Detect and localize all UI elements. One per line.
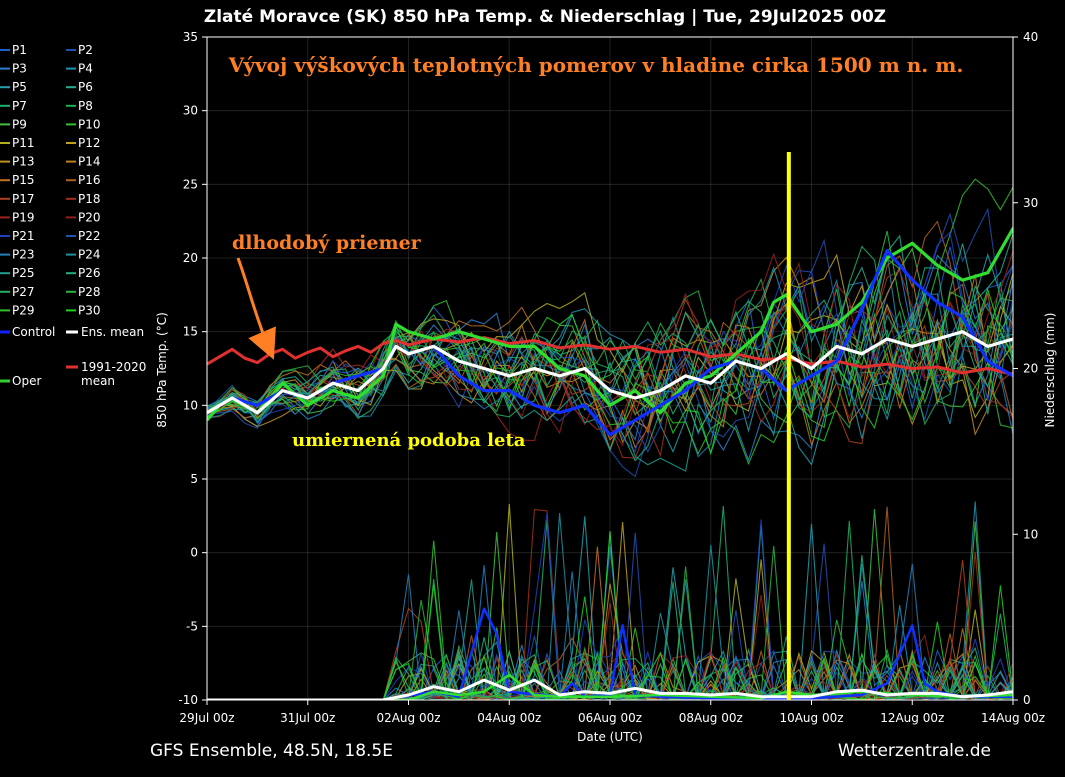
main-series	[207, 226, 1013, 700]
member-precip-p27	[207, 520, 1013, 700]
y-tick-label: 0	[190, 546, 198, 560]
y-axis-label: 850 hPa Temp. (°C)	[155, 312, 169, 428]
series-line-oper	[207, 226, 1013, 422]
footer-source: GFS Ensemble, 48.5N, 18.5E	[150, 741, 393, 761]
legend-label-p24: P24	[78, 248, 101, 262]
annotation-moderate-summer: umiernená podoba leta	[292, 430, 526, 451]
legend: P1 P2 P3 P4 P5 P6 P7 P8 P9 P10 P11 P12 P13 P14 P15 P16 P…	[0, 43, 146, 388]
legend-label-p25: P25	[12, 266, 35, 280]
y-tick-label: 30	[183, 104, 198, 118]
y2-tick-label: 20	[1023, 362, 1038, 376]
legend-label-p8: P8	[78, 99, 93, 113]
x-tick-label: 08Aug 00z	[679, 711, 743, 725]
legend-label-p13: P13	[12, 155, 35, 169]
y-tick-label: 35	[183, 30, 198, 44]
legend-label-climate-mean: 1991-2020	[81, 360, 146, 374]
legend-label-p21: P21	[12, 229, 35, 243]
x-tick-label: 14Aug 00z	[981, 711, 1045, 725]
y2-tick-label: 0	[1023, 693, 1031, 707]
legend-label-p9: P9	[12, 117, 27, 131]
member-line-p15	[207, 283, 1013, 447]
legend-label-p17: P17	[12, 192, 35, 206]
footer-brand: Wetterzentrale.de	[838, 741, 991, 761]
y2-tick-label: 40	[1023, 30, 1038, 44]
x-tick-label: 04Aug 00z	[477, 711, 541, 725]
y2-axis-label: Niederschlag (mm)	[1043, 313, 1057, 428]
legend-label-p12: P12	[78, 136, 101, 150]
legend-label-ens-mean: Ens. mean	[81, 325, 144, 339]
legend-label-p2: P2	[78, 43, 93, 57]
legend-label-p30: P30	[78, 303, 101, 317]
annotation-arrow	[236, 257, 276, 360]
series-line-control	[207, 249, 1013, 437]
x-tick-label: 12Aug 00z	[880, 711, 944, 725]
legend-label-p10: P10	[78, 117, 101, 131]
legend-label-p3: P3	[12, 62, 27, 76]
member-line-p27	[207, 245, 1013, 426]
chart-title: Zlaté Moravce (SK) 850 hPa Temp. & Niede…	[204, 7, 886, 27]
member-line-p7	[207, 284, 1013, 455]
x-tick-label: 31Jul 00z	[280, 711, 335, 725]
x-tick-label: 29Jul 00z	[179, 711, 234, 725]
legend-label-p7: P7	[12, 99, 27, 113]
legend-label-p4: P4	[78, 62, 93, 76]
x-axis-label: Date (UTC)	[577, 730, 643, 744]
legend-label-p26: P26	[78, 266, 101, 280]
precip-line-ens-mean	[207, 678, 1013, 700]
legend-label-p16: P16	[78, 173, 101, 187]
legend-label-p28: P28	[78, 285, 101, 299]
member-line-p22	[207, 238, 1013, 454]
member-line-p18	[207, 269, 1013, 459]
member-precip-p1	[207, 648, 1013, 700]
member-line-p9	[207, 247, 1013, 433]
y-tick-label: 20	[183, 251, 198, 265]
member-precip-p13	[207, 583, 1013, 700]
x-tick-label: 06Aug 00z	[578, 711, 642, 725]
legend-label-p5: P5	[12, 80, 27, 94]
legend-label-p11: P11	[12, 136, 35, 150]
member-precip-p16	[207, 506, 1013, 700]
legend-label-p1: P1	[12, 43, 27, 57]
series-line-ens-mean	[207, 330, 1013, 415]
y-tick-label: 5	[190, 472, 198, 486]
member-precip-p29	[207, 540, 1013, 700]
y-tick-label: 15	[183, 325, 198, 339]
series-line-1991-2020-mean	[207, 336, 1013, 376]
legend-label-p22: P22	[78, 229, 101, 243]
x-tick-label: 02Aug 00z	[376, 711, 440, 725]
member-line-p29	[207, 230, 1013, 466]
legend-label-oper: Oper	[12, 374, 41, 388]
member-precip-p30	[207, 530, 1013, 700]
y2-tick-label: 30	[1023, 196, 1038, 210]
legend-label-p18: P18	[78, 192, 101, 206]
legend-label-p20: P20	[78, 210, 101, 224]
y-tick-label: 10	[183, 398, 198, 412]
legend-label-p19: P19	[12, 210, 35, 224]
legend-label-p15: P15	[12, 173, 35, 187]
legend-label-p29: P29	[12, 303, 35, 317]
axes: 35 30 25 20 15 10 5 0 -5 -10 29Jul 00z 31Jul 00z 02A…	[178, 30, 1045, 725]
annotation-longterm-mean: dlhodobý priemer	[232, 232, 422, 254]
y-tick-label: -10	[178, 693, 198, 707]
legend-label-climate-mean-2: mean	[81, 374, 115, 388]
legend-label-p14: P14	[78, 155, 101, 169]
y2-tick-label: 10	[1023, 527, 1038, 541]
y-tick-label: -5	[186, 619, 198, 633]
legend-label-control: Control	[12, 325, 55, 339]
x-tick-label: 10Aug 00z	[779, 711, 843, 725]
legend-label-p6: P6	[78, 80, 93, 94]
legend-label-p27: P27	[12, 285, 35, 299]
precip-line-oper	[207, 673, 1013, 700]
legend-label-p23: P23	[12, 248, 35, 262]
annotation-heading: Vývoj výškových teplotných pomerov v hla…	[228, 53, 964, 77]
y-tick-label: 25	[183, 177, 198, 191]
